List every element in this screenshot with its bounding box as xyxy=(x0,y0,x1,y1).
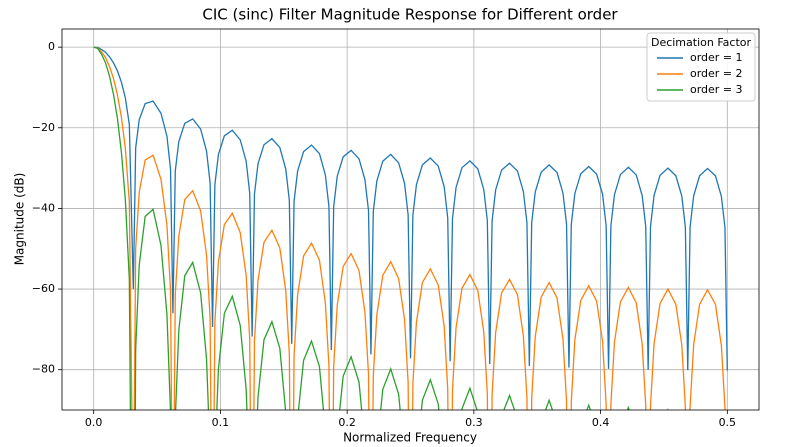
y-tick-label: −20 xyxy=(32,121,55,134)
legend: Decimation Factor order = 1 order = 2 order… xyxy=(646,32,756,102)
x-tick-label: 0.2 xyxy=(338,416,356,429)
series-line xyxy=(93,46,726,410)
series-line xyxy=(93,46,708,410)
plot-area xyxy=(93,46,728,410)
legend-label: order = 3 xyxy=(690,83,743,96)
x-tick-label: 0.1 xyxy=(212,416,230,429)
y-tick-label: −80 xyxy=(32,363,55,376)
y-tick-label: −60 xyxy=(32,282,55,295)
legend-box xyxy=(646,32,756,102)
x-tick-label: 0.0 xyxy=(85,416,103,429)
legend-title: Decimation Factor xyxy=(651,36,752,49)
y-axis-label: Magnitude (dB) xyxy=(13,173,27,266)
x-tick-label: 0.5 xyxy=(719,416,737,429)
legend-label: order = 2 xyxy=(690,67,743,80)
y-tick-label: 0 xyxy=(48,40,55,53)
grid: 0.0 0.1 0.2 0.3 0.4 0.5 −80 −60 −40 −20 0 xyxy=(32,29,759,429)
chart-title: CIC (sinc) Filter Magnitude Response for… xyxy=(202,6,618,24)
x-tick-label: 0.4 xyxy=(592,416,610,429)
y-tick-label: −40 xyxy=(32,201,55,214)
x-tick-label: 0.3 xyxy=(465,416,483,429)
plot-frame xyxy=(61,28,760,411)
series-line xyxy=(93,46,728,371)
x-axis-label: Normalized Frequency xyxy=(343,431,477,445)
legend-label: order = 1 xyxy=(690,51,743,64)
